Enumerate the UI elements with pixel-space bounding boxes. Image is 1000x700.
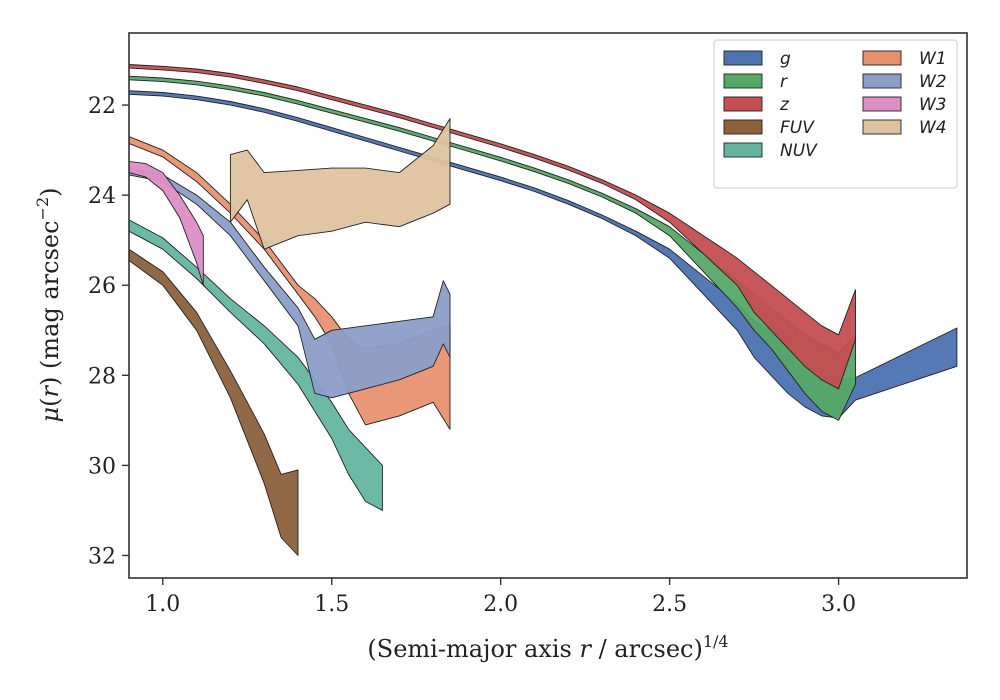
x-tick-label: 3.0: [821, 592, 856, 617]
band-w2: [128, 167, 451, 399]
band-w4: [229, 118, 451, 250]
band-layer: [128, 64, 958, 556]
legend-label-g: g: [780, 49, 791, 69]
legend-label-w2: W2: [919, 72, 947, 92]
legend-label-z: z: [779, 95, 790, 115]
band-fuv: [128, 248, 299, 556]
legend-label-w3: W3: [919, 95, 947, 115]
y-axis-ticks: 22 24 26 28 30 32: [88, 94, 129, 569]
legend-swatch-z: [723, 96, 763, 112]
y-axis-label-var: r: [36, 385, 64, 398]
y-axis-label-mu: μ: [36, 407, 64, 423]
legend-label-w1: W1: [919, 49, 947, 69]
x-axis-label-var: r: [579, 635, 592, 663]
x-axis-label-sup: 1/4: [703, 632, 729, 651]
band-w3: [128, 160, 204, 286]
y-tick-label: 32: [88, 544, 116, 569]
x-axis-label: (Semi-major axis r / arcsec)1/4: [367, 632, 728, 663]
y-axis-label-open: (: [36, 398, 64, 407]
legend-swatch-w2: [862, 73, 902, 89]
legend-label-r: r: [780, 72, 788, 92]
y-tick-label: 30: [88, 454, 116, 479]
legend-label-nuv: NUV: [780, 141, 818, 161]
plot-frame: [128, 32, 968, 579]
y-tick-label: 28: [88, 364, 116, 389]
x-tick-label: 2.0: [483, 592, 518, 617]
legend-swatch-fuv: [723, 119, 763, 135]
legend-swatch-r: [723, 73, 763, 89]
legend-swatch-w3: [862, 96, 902, 112]
y-axis-label-end: ): [36, 187, 64, 196]
legend-swatch-nuv: [723, 142, 763, 158]
y-axis-label-close: ) (mag arcsec: [36, 220, 64, 386]
y-axis-label: μ(r) (mag arcsec−2): [33, 187, 64, 422]
y-axis-label-sup: −2: [33, 197, 52, 221]
x-axis-ticks: 1.0 1.5 2.0 2.5 3.0: [145, 578, 856, 617]
legend-swatch-g: [723, 50, 763, 66]
legend-label-fuv: FUV: [780, 118, 815, 138]
band-nuv: [128, 219, 383, 511]
legend-label-w4: W4: [919, 118, 947, 138]
x-axis-label-mid: / arcsec): [591, 635, 703, 663]
legend: grz FUV NUV W1 W2 W3 W4: [713, 39, 958, 189]
y-tick-label: 22: [88, 94, 116, 119]
y-tick-label: 26: [88, 274, 116, 299]
x-tick-label: 2.5: [652, 592, 687, 617]
legend-swatch-w4: [862, 119, 902, 135]
legend-swatch-w1: [862, 50, 902, 66]
x-axis-label-main: (Semi-major axis: [367, 635, 579, 663]
y-tick-label: 24: [88, 184, 116, 209]
x-tick-label: 1.0: [145, 592, 180, 617]
x-tick-label: 1.5: [314, 592, 349, 617]
